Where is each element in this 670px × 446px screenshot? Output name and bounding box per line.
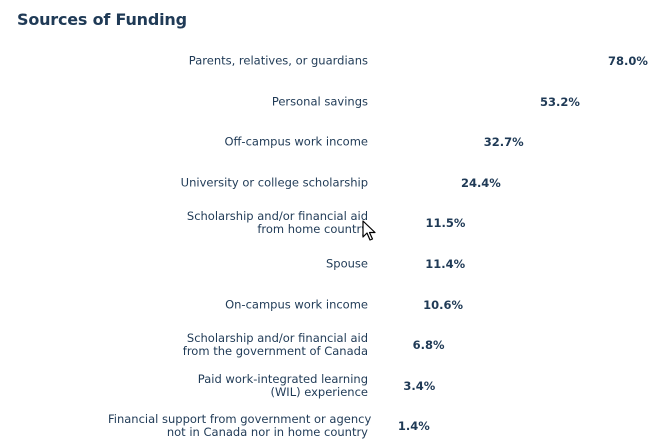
category-label: University or college scholarship: [108, 176, 368, 189]
category-label: Parents, relatives, or guardians: [108, 53, 368, 68]
value-label: 32.7%: [483, 135, 524, 150]
category-label: Financial support from government or age…: [108, 412, 372, 440]
mouse-pointer-icon: [362, 220, 376, 241]
value-label: 11.4%: [425, 257, 466, 271]
category-label: Off-campus work income: [108, 134, 368, 149]
category-label-line: Financial support from government or age…: [108, 412, 372, 427]
value-label: 53.2%: [539, 94, 580, 109]
category-label-line: Spouse: [326, 256, 368, 271]
category-label: Personal savings: [108, 95, 368, 108]
category-label-line: Parents, relatives, or guardians: [188, 53, 368, 68]
category-label: On-campus work income: [108, 298, 368, 311]
category-label-line: Personal savings: [271, 94, 368, 109]
chart-title: Sources of Funding: [17, 10, 187, 29]
category-label-line: Paid work-integrated learning: [197, 371, 368, 386]
category-label-line: On-campus work income: [225, 297, 368, 312]
category-label-line: from home country: [257, 222, 368, 237]
category-label-line: from the government of Canada: [182, 344, 368, 359]
value-label: 11.5%: [425, 216, 466, 231]
value-label: 1.4%: [397, 419, 430, 434]
category-label: Scholarship and/or financial aid from the…: [108, 332, 368, 358]
value-label: 10.6%: [423, 297, 463, 312]
category-label-line: University or college scholarship: [180, 175, 368, 190]
category-label-line: Scholarship and/or financial aid: [186, 331, 368, 346]
category-label-line: Off-campus work income: [224, 134, 368, 149]
value-label: 78.0%: [608, 54, 648, 68]
category-label-line: (WIL) experience: [270, 384, 368, 399]
category-label: Paid work-integrated learning (WIL) exper…: [108, 371, 368, 399]
category-label: Scholarship and/or financial aid from hom…: [108, 210, 368, 236]
category-label-line: not in Canada nor in home country: [166, 425, 368, 440]
category-label: Spouse: [108, 256, 368, 271]
value-label: 3.4%: [403, 378, 436, 393]
category-label-line: Scholarship and/or financial aid: [186, 209, 368, 224]
value-label: 24.4%: [460, 175, 501, 190]
value-label: 6.8%: [412, 338, 445, 353]
